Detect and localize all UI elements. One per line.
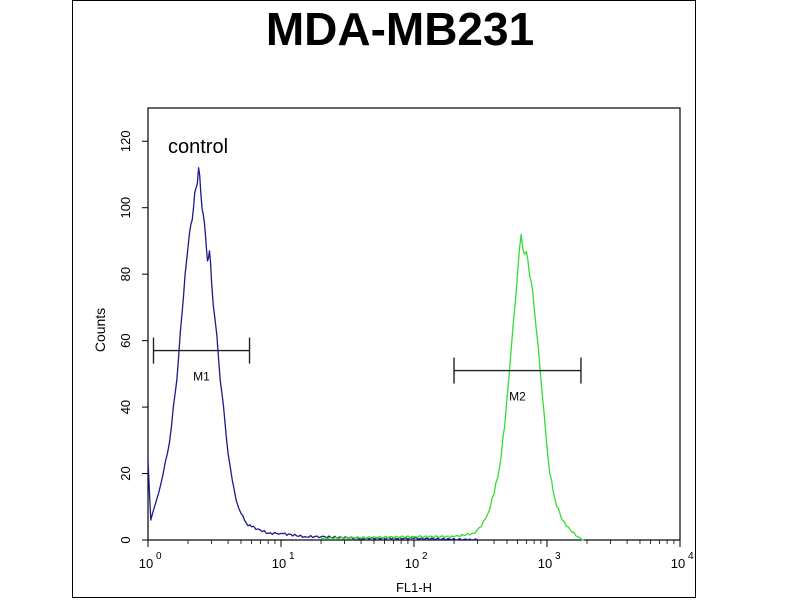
marker-layer: M1 M2 — [152, 337, 582, 404]
x-tick-label: 10 — [671, 556, 685, 571]
series-layer — [147, 167, 585, 541]
y-tick-label: 60 — [118, 333, 133, 347]
x-axis-label: FL1-H — [396, 580, 432, 595]
series-line-1 — [147, 167, 478, 541]
chart-title: MDA-MB231 — [265, 3, 535, 55]
y-tick-label: 0 — [118, 536, 133, 543]
x-tick-label: 10 — [405, 556, 419, 571]
y-axis-label: Counts — [92, 308, 108, 352]
marker-label: M2 — [509, 390, 526, 404]
x-tick-label: 10 — [139, 556, 153, 571]
y-tick-label: 40 — [118, 400, 133, 414]
x-tick-exponent: 0 — [156, 551, 162, 562]
x-tick-exponent: 3 — [555, 551, 561, 562]
control-annotation: control — [168, 136, 228, 158]
figure-frame — [72, 0, 696, 598]
x-tick-label: 10 — [538, 556, 552, 571]
y-tick-label: 20 — [118, 466, 133, 480]
x-tick-label: 10 — [272, 556, 286, 571]
x-tick-exponent: 2 — [422, 551, 428, 562]
marker-label: M1 — [193, 370, 210, 384]
plot-box — [147, 107, 681, 541]
x-tick-exponent: 1 — [289, 551, 295, 562]
series-line-2 — [320, 233, 585, 541]
x-tick-exponent: 4 — [688, 551, 694, 562]
y-tick-label: 120 — [118, 130, 133, 152]
y-tick-label: 80 — [118, 267, 133, 281]
y-tick-label: 100 — [118, 197, 133, 219]
